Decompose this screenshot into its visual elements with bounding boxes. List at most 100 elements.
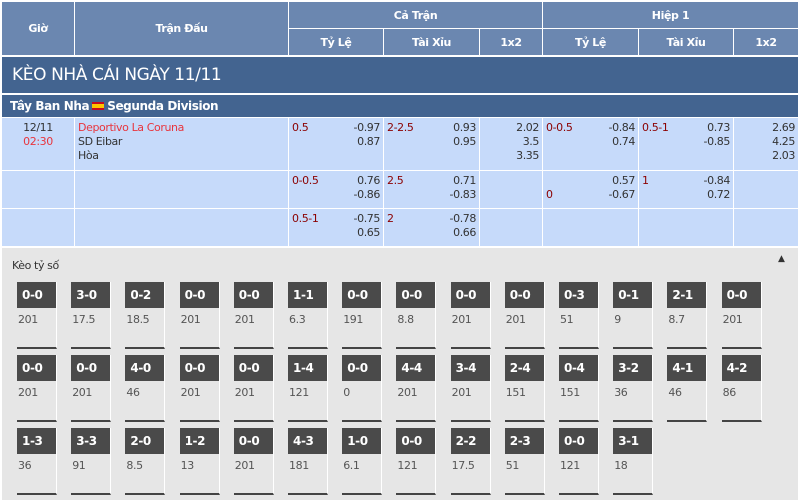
score-label: 3-2: [613, 355, 653, 381]
ft-over-under-cell[interactable]: 2-2.5 0.93 0.95: [384, 118, 479, 170]
score-label: 1-3: [17, 428, 56, 454]
score-card[interactable]: 0-0 121: [396, 428, 437, 495]
ft-over-under-odds[interactable]: 0.71: [453, 174, 476, 187]
caret-up-icon[interactable]: ▲: [778, 254, 785, 264]
h1-1x2-cell[interactable]: 2.69 4.25 2.03: [734, 118, 798, 170]
h1-1x2-odds[interactable]: 4.25: [772, 135, 795, 148]
score-card[interactable]: 4-4 201: [396, 355, 437, 422]
score-label: 0-0: [17, 282, 56, 308]
h1-over-under-odds[interactable]: -0.84: [703, 174, 731, 187]
ft-over-under-odds[interactable]: 0.95: [453, 135, 476, 148]
h1-handicap-cell[interactable]: 0 0.57 -0.67: [543, 171, 638, 208]
score-card[interactable]: 4-3 181: [288, 428, 328, 495]
h1-over-under-odds[interactable]: 0.73: [707, 121, 730, 134]
score-odds: 51: [560, 313, 574, 326]
ft-handicap-odds[interactable]: 0.65: [357, 226, 380, 239]
league-bar[interactable]: Tây Ban Nha Segunda Division: [2, 95, 798, 117]
score-card[interactable]: 2-4 151: [504, 355, 545, 422]
ft-handicap-cell[interactable]: 0-0.5 0.76 -0.86: [289, 171, 383, 208]
score-card[interactable]: 1-3 36: [17, 428, 57, 495]
score-card[interactable]: 2-2 17.5: [450, 428, 491, 495]
score-card[interactable]: 2-0 8.5: [125, 428, 166, 495]
ft-over-under-odds[interactable]: -0.78: [449, 212, 477, 225]
score-card[interactable]: 3-1 18: [613, 428, 654, 495]
ft-1x2-odds[interactable]: 3.35: [516, 149, 539, 162]
ft-1x2-odds[interactable]: 2.02: [516, 121, 539, 134]
score-card[interactable]: 1-1 6.3: [288, 282, 328, 349]
score-odds: 8.7: [668, 313, 685, 326]
score-card[interactable]: 0-0 201: [233, 355, 274, 422]
ft-1x2-cell[interactable]: [480, 209, 542, 246]
ft-1x2-cell[interactable]: [480, 171, 542, 208]
h1-over-under-cell[interactable]: [639, 209, 733, 246]
ft-handicap-odds[interactable]: -0.97: [353, 121, 381, 134]
ft-handicap-odds[interactable]: 0.87: [357, 135, 380, 148]
score-card[interactable]: 0-4 151: [559, 355, 599, 422]
score-card[interactable]: 4-2 86: [721, 355, 762, 422]
score-card[interactable]: 1-2 13: [179, 428, 220, 495]
ft-1x2-odds[interactable]: 3.5: [522, 135, 540, 148]
h1-handicap-odds[interactable]: 0.57: [612, 174, 635, 187]
ft-handicap-odds[interactable]: 0.76: [357, 174, 380, 187]
score-card[interactable]: 0-0 201: [71, 355, 112, 422]
score-odds: 151: [560, 386, 580, 399]
ft-handicap-cell[interactable]: 0.5 -0.97 0.87: [289, 118, 383, 170]
score-card[interactable]: 2-3 51: [504, 428, 545, 495]
score-card[interactable]: 3-2 36: [613, 355, 654, 422]
score-card[interactable]: 0-0 201: [504, 282, 545, 349]
score-card[interactable]: 3-3 91: [71, 428, 112, 495]
score-card[interactable]: 0-0 201: [179, 282, 220, 349]
score-card[interactable]: 0-0 201: [233, 282, 274, 349]
score-card[interactable]: 0-0 191: [342, 282, 383, 349]
ft-handicap-odds[interactable]: -0.75: [353, 212, 381, 225]
score-card[interactable]: 1-4 121: [288, 355, 328, 422]
score-card[interactable]: 3-4 201: [450, 355, 491, 422]
h1-over-under-odds[interactable]: -0.85: [703, 135, 731, 148]
score-card[interactable]: 0-0 201: [450, 282, 491, 349]
ft-1x2-cell[interactable]: 2.02 3.5 3.35: [480, 118, 542, 170]
h1-handicap-cell[interactable]: [543, 209, 638, 246]
score-card[interactable]: 0-0 0: [342, 355, 383, 422]
score-label: 2-0: [125, 428, 165, 454]
h1-1x2-cell[interactable]: [734, 171, 798, 208]
h1-handicap-odds[interactable]: 0.74: [612, 135, 635, 148]
score-card[interactable]: 3-0 17.5: [71, 282, 112, 349]
score-card[interactable]: 2-1 8.7: [667, 282, 708, 349]
score-card[interactable]: 4-1 46: [667, 355, 708, 422]
h1-handicap-cell[interactable]: 0-0.5 -0.84 0.74: [543, 118, 638, 170]
score-card[interactable]: 0-0 8.8: [396, 282, 437, 349]
score-label: 0-0: [179, 355, 219, 381]
score-card[interactable]: 0-0 201: [179, 355, 220, 422]
home-team[interactable]: Deportivo La Coruna: [78, 121, 184, 134]
h1-1x2-odds[interactable]: 2.69: [772, 121, 795, 134]
h1-1x2-cell[interactable]: [734, 209, 798, 246]
h1-1x2-odds[interactable]: 2.03: [772, 149, 795, 162]
h1-over-under-cell[interactable]: 1 -0.84 0.72: [639, 171, 733, 208]
ft-over-under-odds[interactable]: -0.83: [449, 188, 477, 201]
score-odds: 201: [234, 459, 255, 472]
ft-over-under-cell[interactable]: 2 -0.78 0.66: [384, 209, 479, 246]
score-card[interactable]: 0-0 201: [17, 282, 57, 349]
score-card[interactable]: 1-0 6.1: [342, 428, 383, 495]
away-team[interactable]: SD Eibar: [78, 135, 123, 148]
score-card[interactable]: 0-0 201: [233, 428, 274, 495]
score-odds: 201: [722, 313, 743, 326]
score-card[interactable]: 4-0 46: [125, 355, 166, 422]
h1-handicap-odds[interactable]: -0.67: [608, 188, 636, 201]
score-label: 0-0: [721, 282, 761, 308]
score-card[interactable]: 0-1 9: [613, 282, 654, 349]
score-card[interactable]: 0-0 121: [559, 428, 599, 495]
h1-over-under-cell[interactable]: 0.5-1 0.73 -0.85: [639, 118, 733, 170]
ft-over-under-cell[interactable]: 2.5 0.71 -0.83: [384, 171, 479, 208]
ft-handicap-cell[interactable]: 0.5-1 -0.75 0.65: [289, 209, 383, 246]
ft-over-under-odds[interactable]: 0.93: [453, 121, 476, 134]
score-odds: 36: [18, 459, 32, 472]
h1-over-under-odds[interactable]: 0.72: [707, 188, 730, 201]
score-card[interactable]: 0-2 18.5: [125, 282, 166, 349]
score-card[interactable]: 0-0 201: [17, 355, 57, 422]
ft-over-under-odds[interactable]: 0.66: [453, 226, 476, 239]
h1-handicap-odds[interactable]: -0.84: [608, 121, 636, 134]
score-card[interactable]: 0-3 51: [559, 282, 599, 349]
score-card[interactable]: 0-0 201: [721, 282, 762, 349]
ft-handicap-odds[interactable]: -0.86: [353, 188, 381, 201]
